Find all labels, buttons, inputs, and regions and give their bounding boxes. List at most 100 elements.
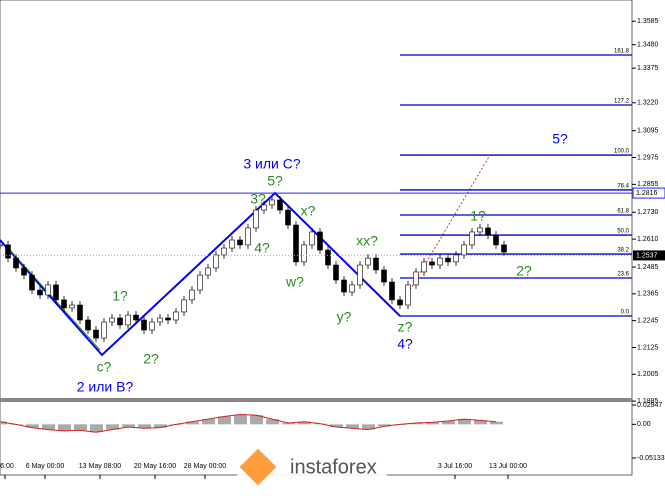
wave-label: 1?	[112, 288, 128, 304]
osc-bar	[426, 422, 439, 425]
osc-bar	[458, 419, 471, 425]
osc-bar	[282, 423, 295, 425]
candle	[61, 299, 67, 309]
wave-label: c?	[97, 359, 112, 375]
candle	[229, 239, 235, 249]
current-price-box	[633, 250, 665, 261]
osc-signal	[0, 413, 497, 433]
candle	[501, 244, 507, 253]
fib-label: 76.4	[617, 184, 629, 190]
candle	[117, 317, 123, 326]
fib-label: 23.6	[617, 272, 629, 278]
fib-label: 100.0	[614, 149, 630, 155]
osc-bar	[26, 424, 39, 428]
candle	[77, 304, 83, 321]
osc-bar	[266, 419, 279, 425]
x-tick-label: 28 May 00:00	[184, 463, 227, 470]
y-tick-label: 1.2730	[637, 209, 659, 216]
plot-frame	[0, 0, 633, 476]
candle	[365, 257, 371, 266]
candle	[125, 314, 131, 326]
level-box	[632, 187, 665, 199]
osc-tick-label: 0.00	[637, 421, 651, 428]
wave-label: 2?	[516, 263, 532, 279]
y-tick-label: 1.2975	[637, 154, 659, 161]
y-tick-label: 1.3095	[637, 128, 659, 135]
fib-label: 161.8	[614, 49, 630, 55]
fib-label: 38.2	[617, 248, 629, 254]
candle	[301, 244, 307, 263]
y-tick-label: 1.2855	[637, 181, 659, 188]
wave-label: 5?	[267, 173, 283, 189]
wave-label: y?	[337, 309, 352, 325]
candle	[429, 261, 435, 266]
fib-label: 61.8	[617, 209, 629, 215]
candle	[421, 261, 427, 273]
candle	[237, 239, 243, 246]
osc-bar	[58, 424, 71, 431]
wave-label: x?	[301, 203, 316, 219]
candle	[405, 284, 411, 306]
candle	[213, 254, 219, 269]
candle	[45, 284, 51, 296]
osc-tick-label: -0.05133	[637, 455, 665, 462]
wave-label: 3 или C?	[243, 156, 300, 172]
osc-bar	[442, 421, 455, 425]
y-tick-label: 1.3585	[637, 18, 659, 25]
wave-label: 3?	[250, 191, 266, 207]
candle	[5, 244, 11, 259]
candle	[69, 304, 75, 309]
candle	[445, 257, 451, 263]
osc-bar	[234, 414, 247, 425]
candle	[293, 224, 299, 263]
candle	[205, 267, 211, 276]
level-label: 1.2816	[636, 190, 658, 197]
candle	[261, 204, 267, 211]
osc-bar	[474, 420, 487, 425]
y-tick-label: 1.1885	[637, 398, 659, 405]
osc-bar	[298, 421, 311, 425]
candle	[357, 264, 363, 286]
y-tick-label: 1.3375	[637, 65, 659, 72]
candle	[13, 257, 19, 269]
candle	[0, 244, 3, 247]
candle	[221, 247, 227, 256]
candle	[325, 249, 331, 266]
candle	[93, 329, 99, 339]
osc-bar	[490, 421, 503, 425]
y-tick-label: 1.2245	[637, 318, 659, 325]
wave-label: 2?	[143, 351, 159, 367]
candle	[381, 269, 387, 283]
candle	[453, 254, 459, 263]
x-tick-label: 13 May 08:00	[79, 463, 122, 470]
candle	[101, 321, 107, 339]
osc-bar	[250, 415, 263, 425]
candle	[493, 234, 499, 246]
candle	[277, 199, 283, 211]
candle	[269, 199, 275, 206]
osc-bar	[74, 424, 87, 431]
candle	[109, 317, 115, 323]
candle	[341, 279, 347, 293]
osc-bar	[202, 419, 215, 425]
x-tick-label: 20 May 16:00	[134, 463, 177, 470]
layer: 1.3585 1.3480 1.3375 1.3220 1.3095 1.2975 1.28…	[0, 18, 665, 479]
fib-label: 127.2	[614, 99, 630, 105]
x-tick-label: 3 Jul 16:00	[438, 463, 472, 470]
wave-label: z?	[398, 319, 413, 335]
candle	[437, 257, 443, 266]
candle	[253, 209, 259, 229]
candle	[157, 317, 163, 323]
candle	[149, 321, 155, 331]
panel-separator	[0, 398, 632, 402]
candle	[461, 244, 467, 256]
wave-line	[0, 191, 401, 357]
y-tick-label: 1.2125	[637, 344, 659, 351]
wave-label: 2 или B?	[77, 379, 134, 395]
wave-label: w?	[285, 274, 304, 290]
wave-label: 4?	[397, 336, 413, 352]
osc-bar	[362, 424, 375, 430]
candle	[53, 284, 59, 301]
x-tick-label: 16:00	[0, 463, 14, 470]
y-tick-label: 1.2005	[637, 371, 659, 378]
